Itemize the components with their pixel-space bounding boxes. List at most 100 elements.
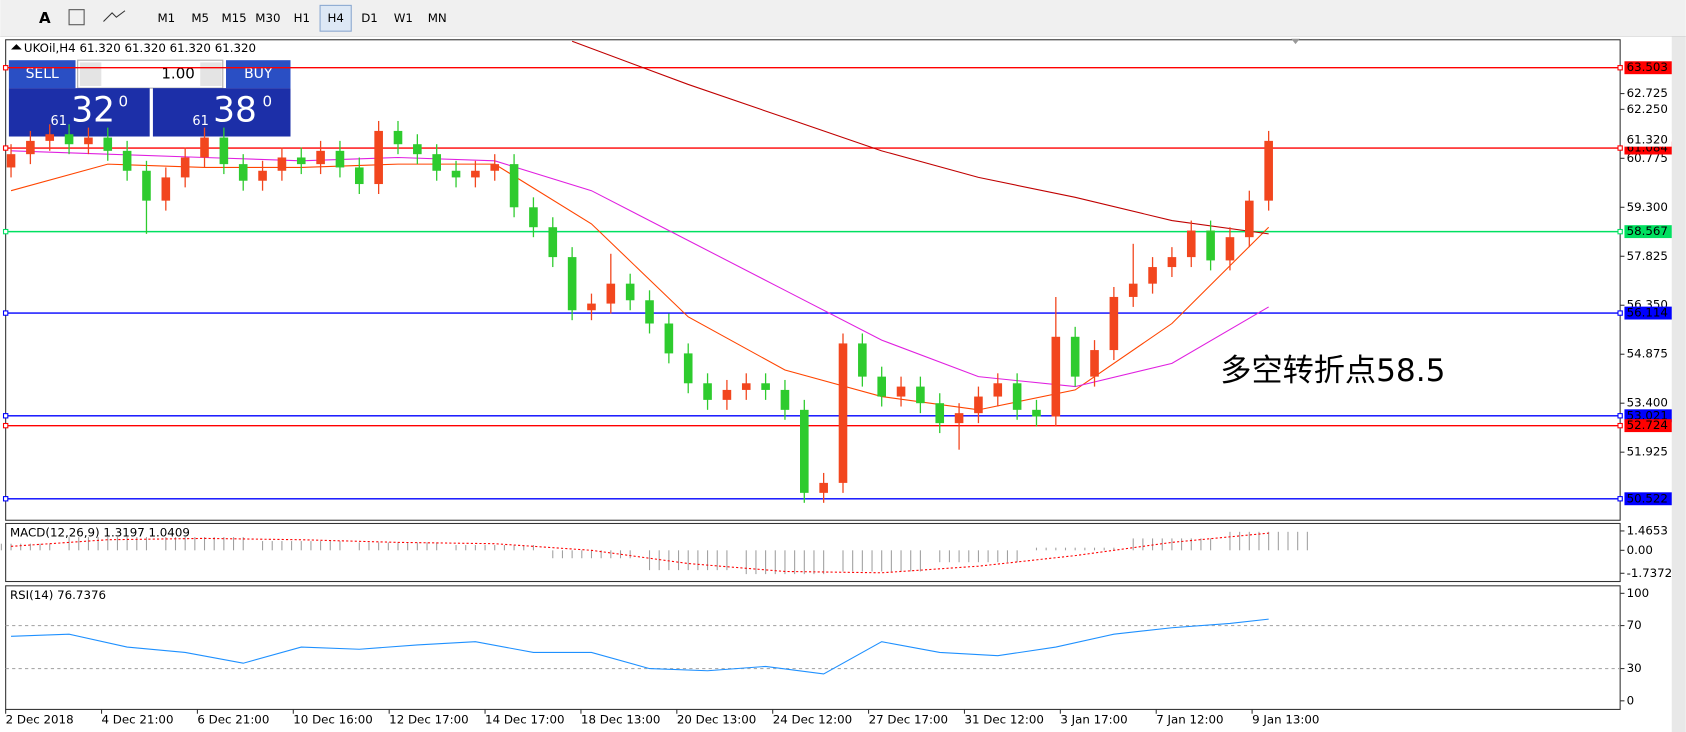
timeframe-button[interactable]: M1 — [157, 11, 175, 25]
candle-body — [509, 164, 519, 208]
sell-big: 32 — [71, 90, 115, 130]
level-label: 56.114 — [1627, 306, 1668, 320]
candle-body — [45, 134, 55, 141]
candle-body — [451, 170, 461, 178]
timeframe-active[interactable] — [319, 4, 352, 32]
timeframe-button[interactable]: M5 — [191, 11, 209, 25]
level-handle — [1617, 228, 1623, 235]
level-handle — [2, 65, 9, 71]
lot-up[interactable] — [200, 62, 222, 86]
candle-body — [1032, 409, 1041, 417]
candle-body — [645, 300, 654, 324]
candle-body — [664, 323, 674, 354]
candle-body — [122, 150, 132, 171]
textbox-tool[interactable] — [68, 9, 85, 26]
sell-label[interactable]: SELL — [26, 66, 59, 82]
candle-body — [993, 383, 1003, 397]
candle-body — [703, 383, 712, 400]
candle-body — [393, 130, 403, 145]
y-tick-label: 54.875 — [1627, 347, 1668, 361]
y-tick-label: 1.4653 — [1627, 523, 1668, 537]
buy-price-box[interactable] — [152, 88, 291, 137]
sell-price-box[interactable] — [8, 88, 150, 137]
candle-body — [180, 157, 190, 178]
sell-prefix: 61 — [51, 114, 67, 129]
candle-body — [258, 170, 267, 181]
text-tool[interactable]: A — [39, 9, 51, 27]
timeframe-button[interactable]: W1 — [394, 11, 413, 25]
y-tick-label: 53.400 — [1627, 396, 1668, 410]
candle-body — [780, 389, 790, 410]
candle-body — [858, 343, 867, 377]
buy-button[interactable] — [226, 60, 291, 89]
rsi-title: RSI(14) 76.7376 — [10, 588, 106, 602]
timeframe-button[interactable]: D1 — [361, 11, 378, 25]
level-handle — [1617, 310, 1623, 316]
candle-body — [1090, 350, 1099, 377]
candle-body — [1186, 230, 1196, 258]
lot-down[interactable] — [79, 62, 102, 86]
candle-body — [1109, 296, 1119, 351]
level-label: 53.021 — [1627, 408, 1668, 422]
level-handle — [1617, 413, 1623, 419]
y-tick-label: 51.925 — [1627, 445, 1668, 459]
y-tick-label: 0.00 — [1627, 543, 1653, 557]
candle-body — [471, 170, 480, 178]
candle-body — [1245, 200, 1254, 238]
macd-panel — [5, 522, 1621, 583]
candle-body — [1051, 336, 1061, 417]
x-tick-label: 27 Dec 17:00 — [869, 713, 948, 727]
candle-body — [26, 140, 35, 155]
timeframe-button[interactable]: H4 — [327, 11, 343, 25]
scrollbar — [1671, 36, 1686, 732]
y-tick-label: 62.250 — [1627, 102, 1668, 116]
candle-body — [219, 137, 229, 165]
candle-body — [722, 389, 732, 400]
candle-body — [741, 383, 751, 390]
timeframe-button[interactable]: H1 — [294, 11, 310, 25]
timeframe-button[interactable]: M30 — [255, 11, 280, 25]
timeframe-button[interactable]: MN — [428, 11, 447, 25]
candle-body — [1128, 283, 1138, 297]
main-panel — [5, 39, 1621, 521]
candle-body — [587, 303, 596, 311]
candle-body — [84, 137, 93, 145]
macd-title: MACD(12,26,9) 1.3197 1.0409 — [10, 526, 190, 540]
candle-body — [1012, 383, 1022, 410]
y-tick-label: 30 — [1627, 661, 1642, 675]
buy-label[interactable]: BUY — [244, 66, 273, 82]
x-tick-label: 20 Dec 13:00 — [677, 713, 756, 727]
timeframe-button[interactable]: M15 — [221, 11, 246, 25]
lot-value[interactable]: 1.00 — [161, 65, 194, 83]
x-tick-label: 24 Dec 12:00 — [773, 713, 852, 727]
y-tick-label: 57.825 — [1627, 249, 1668, 263]
candle-body — [838, 343, 848, 483]
level-handle — [2, 145, 9, 151]
title-icon — [11, 44, 22, 50]
candle-body — [335, 150, 345, 168]
level-handle — [1617, 65, 1623, 71]
buy-prefix: 61 — [192, 114, 208, 129]
x-tick-label: 3 Jan 17:00 — [1060, 713, 1127, 727]
sell-button[interactable] — [8, 60, 76, 89]
current-price-label: 61.320 — [1627, 133, 1668, 147]
candle-body — [200, 137, 209, 158]
candle-body — [974, 396, 983, 414]
macd-signal — [10, 532, 1269, 574]
candle-body — [432, 154, 441, 171]
level-handle — [1617, 496, 1623, 502]
candle-body — [490, 164, 500, 171]
order-panel: SELL 1.00 BUY 61 32 0 61 38 0 — [8, 59, 291, 137]
current-price-tag — [1624, 133, 1672, 147]
candle-body — [567, 257, 577, 311]
lot-input[interactable] — [77, 59, 224, 89]
candle-body — [374, 130, 383, 185]
candle-body — [296, 157, 306, 165]
y-tick-label: 59.300 — [1627, 200, 1668, 214]
level-handle — [1617, 422, 1623, 429]
level-tag — [1624, 225, 1672, 239]
shapes-tool[interactable] — [103, 10, 126, 22]
moving-average — [571, 40, 1269, 235]
